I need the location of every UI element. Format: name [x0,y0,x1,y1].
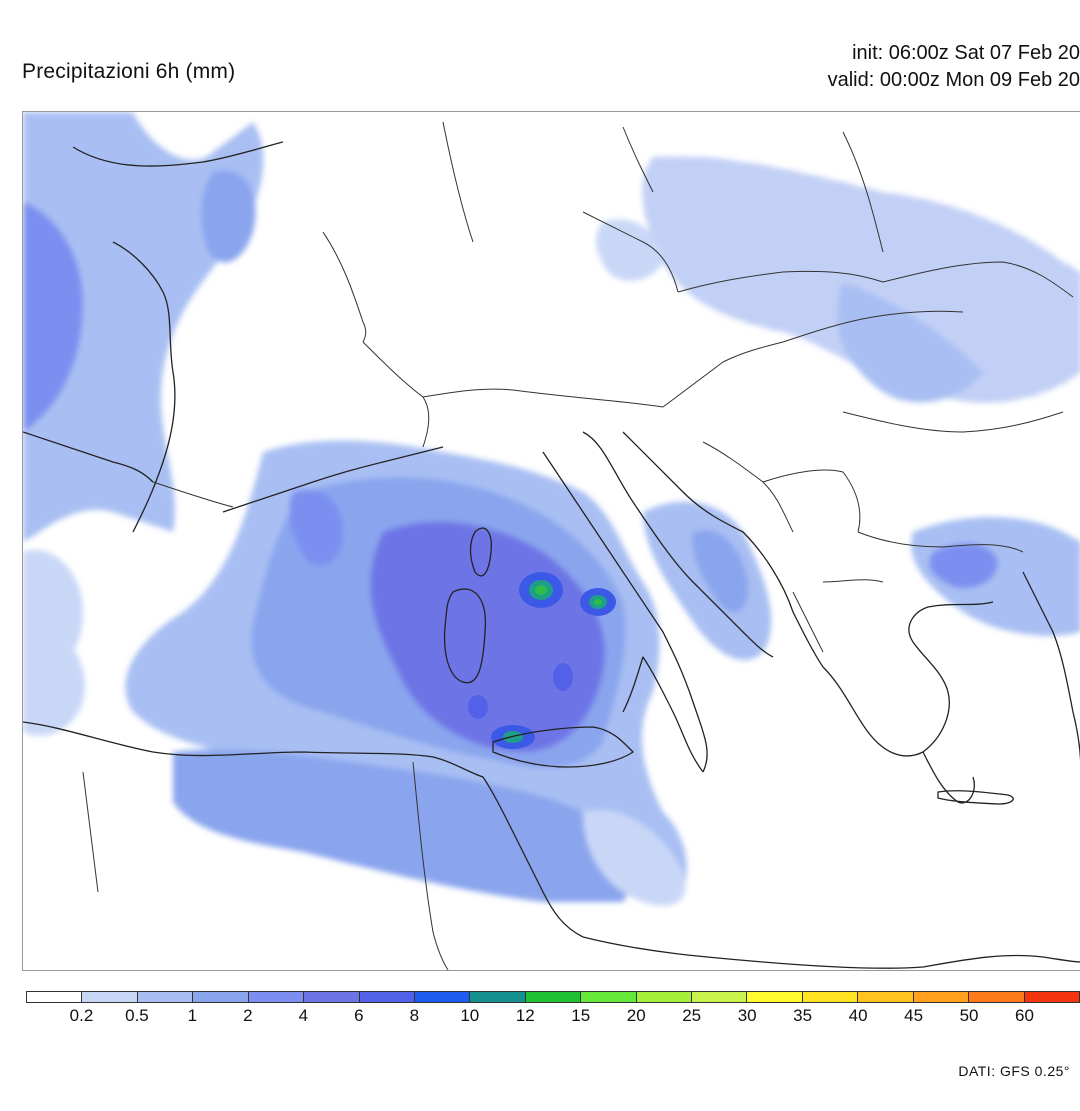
colorbar-tick-label: 0.5 [125,1006,149,1025]
colorbar-cell [858,992,914,1002]
colorbar [26,991,1080,1003]
colorbar-cell [27,992,83,1002]
precip-adriatic-core [692,530,749,613]
colorbar-tick-label: 20 [626,1006,646,1025]
map-svg [23,112,1080,970]
colorbar-cell [969,992,1025,1002]
precip-west-med [23,612,85,736]
precip-aegean-core [929,543,998,589]
colorbar-tick-label: 40 [848,1006,868,1025]
colorbar-cell [692,992,748,1002]
colorbar-cell [470,992,526,1002]
colorbar-tick-label: 0.2 [69,1006,94,1025]
colorbar-cell [747,992,803,1002]
colorbar-tick-label: 60 [1015,1006,1034,1025]
coastlines [23,141,1080,969]
colorbar-tick-label: 15 [571,1006,591,1025]
run-info: init: 06:00z Sat 07 Feb 20 valid: 00:00z… [720,40,1080,94]
valid-time: valid: 00:00z Mon 09 Feb 20 [827,69,1080,91]
colorbar-tick-label: 2 [243,1006,253,1025]
colorbar-cell [414,992,471,1002]
colorbar-tick-label: 45 [904,1006,924,1025]
colorbar-tick-label: 6 [354,1006,364,1025]
colorbar-cell [525,992,582,1002]
colorbar-cell [581,992,637,1002]
precip-brittany [201,170,256,263]
colorbar-tick-label: 30 [737,1006,757,1025]
colorbar-cell [636,992,693,1002]
colorbar-cell [802,992,859,1002]
precipitation-map [22,111,1080,971]
colorbar-cell [82,992,138,1002]
colorbar-tick-label: 12 [515,1006,535,1025]
precip-czech [596,219,663,281]
colorbar-tick-label: 50 [959,1006,979,1025]
colorbar-tick-label: 1 [187,1006,198,1025]
precip-hungary-romania [642,156,1080,403]
colorbar-cell [304,992,360,1002]
precip-ionian-south [583,810,686,906]
colorbar-tick-label: 35 [793,1006,813,1025]
colorbar-tick-label: 4 [298,1006,309,1025]
colorbar-cell [248,992,305,1002]
colorbar-tick-label: 10 [460,1006,480,1025]
init-time: init: 06:00z Sat 07 Feb 20 [852,42,1080,64]
colorbar-cell [913,992,970,1002]
colorbar-cell [193,992,249,1002]
precip-atlantic-core [23,202,83,432]
colorbar-tick-label: 8 [409,1006,420,1025]
colorbar-cell [1024,992,1080,1002]
precip-sardinia-west [288,489,343,566]
colorbar-cell [137,992,194,1002]
precip-balkans-north [836,282,983,403]
map-title: Precipitazioni 6h (mm) [22,60,236,83]
precip-sicily-channel [173,749,631,902]
precipitation-fields [23,112,1080,906]
colorbar-cell [359,992,415,1002]
data-source: DATI: GFS 0.25° [958,1063,1070,1079]
colorbar-ticks: 0.2 0.5 1 2 4 6 8 10 12 15 20 25 30 35 40 45 50 60 [26,1006,1080,1030]
national-borders [82,121,1074,970]
colorbar-tick-label: 25 [682,1006,702,1025]
